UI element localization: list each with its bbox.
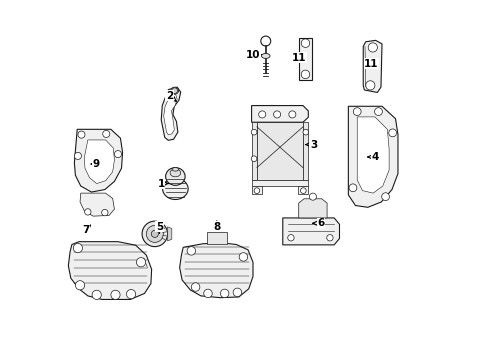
Circle shape — [75, 281, 84, 290]
Circle shape — [220, 289, 228, 298]
Ellipse shape — [170, 169, 181, 177]
Text: 9: 9 — [91, 159, 100, 169]
Circle shape — [251, 156, 256, 162]
Polygon shape — [256, 122, 303, 180]
Circle shape — [191, 283, 200, 291]
Polygon shape — [347, 106, 397, 207]
Circle shape — [114, 150, 121, 158]
Text: 6: 6 — [312, 218, 324, 228]
Circle shape — [102, 210, 108, 216]
Circle shape — [381, 193, 388, 201]
Polygon shape — [303, 122, 307, 180]
Polygon shape — [167, 227, 171, 241]
Circle shape — [254, 188, 259, 193]
Circle shape — [303, 129, 308, 135]
Circle shape — [102, 130, 110, 138]
Circle shape — [187, 247, 195, 255]
Circle shape — [326, 235, 332, 241]
Circle shape — [136, 258, 145, 267]
Circle shape — [301, 39, 309, 48]
Text: 7: 7 — [82, 225, 90, 235]
Circle shape — [353, 108, 360, 116]
Ellipse shape — [165, 168, 185, 185]
Circle shape — [251, 129, 256, 135]
Polygon shape — [251, 180, 307, 186]
Circle shape — [126, 289, 135, 299]
Polygon shape — [80, 193, 114, 216]
Ellipse shape — [170, 87, 178, 94]
Circle shape — [239, 253, 247, 261]
Ellipse shape — [172, 168, 178, 171]
Circle shape — [300, 188, 305, 193]
Text: 1: 1 — [157, 179, 168, 189]
Circle shape — [92, 290, 101, 300]
Polygon shape — [363, 40, 381, 93]
Polygon shape — [251, 122, 256, 180]
Ellipse shape — [142, 221, 167, 247]
Ellipse shape — [261, 54, 269, 58]
Polygon shape — [161, 87, 181, 140]
Circle shape — [287, 235, 293, 241]
Polygon shape — [68, 242, 151, 300]
Circle shape — [258, 111, 265, 118]
Circle shape — [73, 243, 82, 253]
Text: 2: 2 — [165, 91, 176, 101]
Polygon shape — [298, 37, 311, 80]
Polygon shape — [84, 140, 114, 184]
Ellipse shape — [151, 230, 158, 238]
Circle shape — [301, 70, 309, 78]
Circle shape — [365, 81, 374, 90]
Circle shape — [84, 209, 91, 215]
Circle shape — [348, 184, 356, 192]
Text: 8: 8 — [213, 221, 220, 232]
Text: 5: 5 — [156, 222, 163, 233]
Text: 4: 4 — [367, 152, 379, 162]
Text: 11: 11 — [292, 53, 306, 63]
Ellipse shape — [146, 225, 163, 242]
Circle shape — [233, 288, 241, 297]
Circle shape — [203, 289, 212, 298]
Circle shape — [309, 193, 316, 200]
Circle shape — [273, 111, 280, 118]
Circle shape — [111, 290, 120, 300]
Circle shape — [367, 43, 377, 52]
Circle shape — [260, 36, 270, 46]
Polygon shape — [282, 218, 339, 245]
Polygon shape — [251, 105, 307, 122]
Polygon shape — [206, 232, 226, 244]
Polygon shape — [298, 186, 307, 194]
Polygon shape — [251, 186, 262, 194]
Circle shape — [171, 88, 177, 94]
Circle shape — [74, 152, 81, 159]
Polygon shape — [179, 243, 252, 298]
Circle shape — [374, 108, 382, 116]
Text: 11: 11 — [364, 59, 378, 69]
Circle shape — [388, 129, 396, 137]
Polygon shape — [163, 94, 177, 135]
Text: 3: 3 — [305, 140, 317, 149]
Polygon shape — [356, 117, 388, 193]
Circle shape — [288, 111, 295, 118]
Polygon shape — [298, 199, 326, 218]
Polygon shape — [74, 129, 122, 192]
Ellipse shape — [163, 178, 188, 199]
Text: 10: 10 — [245, 50, 261, 59]
Circle shape — [78, 131, 85, 138]
